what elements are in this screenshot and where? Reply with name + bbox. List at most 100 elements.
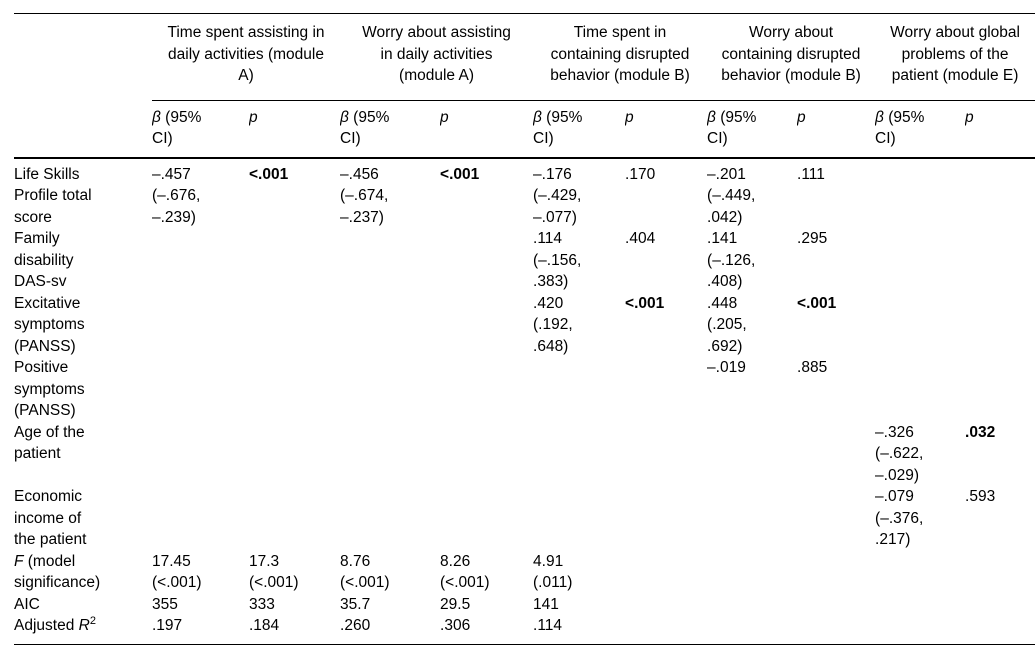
table-cell [625, 357, 707, 422]
table-cell: .111 [797, 165, 825, 183]
table-cell: <.001 [249, 165, 289, 183]
table-cell: .114 (–.156, .383) [533, 230, 582, 290]
adjusted-label: Adjusted [14, 617, 79, 634]
f-symbol: F [14, 552, 24, 570]
table-cell: .170 [625, 165, 656, 183]
table-cell [152, 422, 249, 487]
table-cell: 8.26 (<.001) [440, 552, 490, 592]
table-cell [152, 357, 249, 422]
row-economic-income: Economic income of the patient –.079 (–.… [14, 486, 1035, 551]
table-cell: .032 [965, 423, 996, 441]
column-group-module-a-time: Time spent assisting in daily activities… [152, 13, 341, 101]
table-cell [875, 551, 965, 594]
f-label-rest: (model significance) [14, 552, 101, 592]
table-cell [875, 357, 965, 422]
table-cell: –.079 (–.376, .217) [875, 488, 924, 548]
column-group-module-b-time: Time spent in containing disrupted behav… [533, 13, 708, 101]
row-label: Adjusted R2 [14, 615, 152, 644]
table-cell [707, 615, 797, 644]
row-f-statistic: F (model significance) 17.45 (<.001) 17.… [14, 551, 1035, 594]
table-cell [965, 615, 1035, 644]
stub-cell [14, 14, 152, 101]
subheader-beta: β (95% CI) [533, 100, 626, 159]
table-cell [340, 293, 440, 358]
row-family-disability: Family disability DAS-sv .114 (–.156, .3… [14, 228, 1035, 293]
table-cell [440, 486, 533, 551]
beta-ci-label: (95% CI) [533, 108, 583, 148]
row-label: F (model significance) [14, 551, 152, 594]
regression-results-table: Time spent assisting in daily activities… [14, 13, 1035, 645]
table-cell: <.001 [440, 165, 480, 183]
row-label: Age of the patient [14, 423, 85, 463]
table-cell [965, 293, 1035, 358]
row-label: Positive symptoms (PANSS) [14, 359, 85, 419]
subheader-beta: β (95% CI) [340, 100, 441, 159]
table-cell [965, 158, 1035, 229]
table-cell [249, 357, 340, 422]
table-cell [533, 357, 625, 422]
table-cell: 17.3 (<.001) [249, 552, 299, 592]
row-life-skills: Life Skills Profile total score –.457 (–… [14, 158, 1035, 229]
table-cell: 141 [533, 595, 559, 613]
subheader-row: β (95% CI) p β (95% CI) p β (95% CI) p β… [14, 100, 1035, 159]
table-cell: –.457 (–.676, –.239) [152, 165, 201, 226]
table-cell: –.019 [707, 359, 746, 376]
beta-ci-label: (95% CI) [707, 108, 757, 148]
row-label: Excitative symptoms (PANSS) [14, 294, 85, 355]
table-cell: 4.91 (.011) [533, 552, 573, 592]
r-symbol: R [78, 617, 90, 634]
table-cell [797, 422, 875, 487]
table-cell [440, 357, 533, 422]
table-cell: .420 (.192, .648) [533, 294, 573, 355]
table-cell: .448 (.205, .692) [707, 294, 747, 355]
table-cell: –.326 (–.622, –.029) [875, 423, 924, 484]
row-age-of-patient: Age of the patient –.326 (–.622, –.029) … [14, 422, 1035, 487]
table-cell: .295 [797, 230, 828, 247]
table-cell [875, 228, 965, 293]
table-cell: 8.76 (<.001) [340, 552, 390, 592]
subheader-beta: β (95% CI) [875, 100, 966, 159]
table-cell [340, 486, 440, 551]
table-cell: .593 [965, 488, 996, 505]
table-cell [875, 594, 965, 616]
row-excitative-symptoms: Excitative symptoms (PANSS) .420 (.192, … [14, 293, 1035, 358]
table-cell: –.201 (–.449, .042) [707, 165, 756, 226]
table-cell [797, 615, 875, 644]
table-cell [440, 422, 533, 487]
subheader-beta: β (95% CI) [707, 100, 798, 159]
subheader-p: p [249, 100, 341, 159]
table-cell [875, 158, 965, 229]
beta-ci-label: (95% CI) [875, 108, 925, 148]
stub-cell [14, 100, 152, 159]
beta-symbol: β [533, 108, 542, 126]
beta-symbol: β [340, 108, 349, 126]
table-cell [440, 293, 533, 358]
table-cell [340, 228, 440, 293]
beta-symbol: β [152, 108, 161, 126]
table-cell [965, 551, 1035, 594]
beta-ci-label: (95% CI) [340, 108, 390, 148]
table-cell: .184 [249, 617, 280, 634]
table-cell [625, 551, 707, 594]
row-label: Life Skills Profile total score [14, 165, 92, 226]
table-cell: 355 [152, 595, 178, 613]
table-cell: .260 [340, 617, 371, 634]
row-label: AIC [14, 595, 40, 613]
table-cell [965, 594, 1035, 616]
subheader-p: p [797, 100, 876, 159]
table-cell [797, 594, 875, 616]
table-cell [152, 228, 249, 293]
table-cell: .885 [797, 359, 828, 376]
table-cell [797, 486, 875, 551]
table-cell: <.001 [625, 294, 665, 312]
row-positive-symptoms: Positive symptoms (PANSS) –.019 .885 [14, 357, 1035, 422]
table-cell [625, 422, 707, 487]
table-cell [152, 293, 249, 358]
table-cell [249, 228, 340, 293]
table-cell [965, 228, 1035, 293]
beta-symbol: β [707, 108, 716, 126]
table-cell [965, 357, 1035, 422]
table-cell: .404 [625, 230, 656, 247]
column-group-module-b-worry: Worry about containing disrupted behavio… [707, 13, 876, 101]
